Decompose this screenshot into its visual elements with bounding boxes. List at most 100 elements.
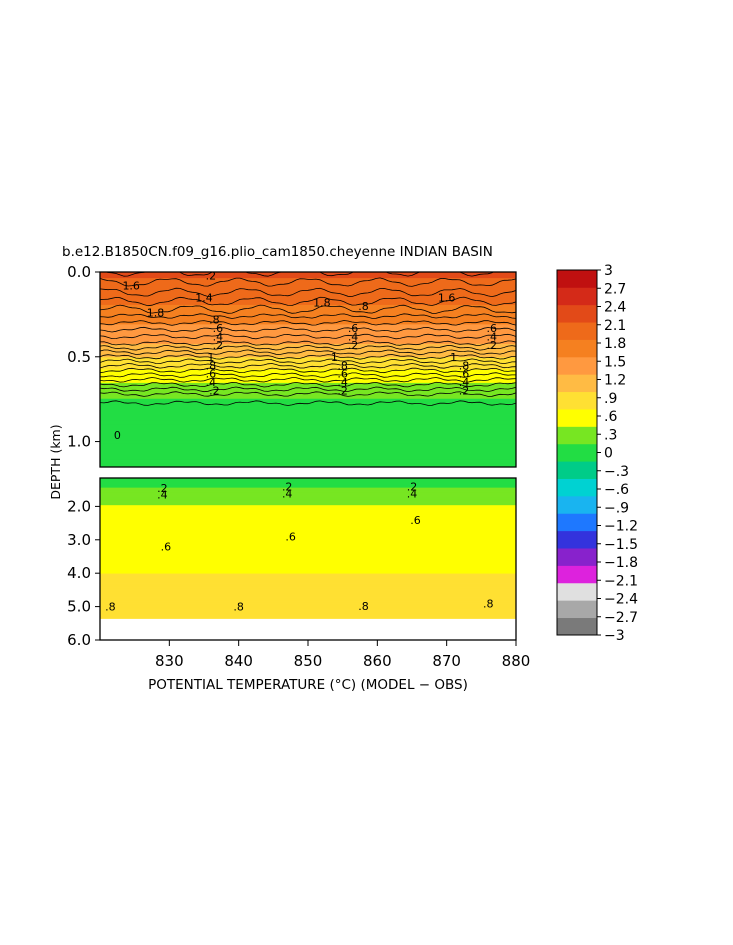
contour-label: .4 [213, 330, 224, 343]
field-band [100, 272, 516, 274]
field-band [100, 376, 516, 379]
field-band [100, 330, 516, 333]
field-band [100, 553, 516, 555]
field-band [100, 306, 516, 308]
axes: 0.0 0.5 1.0 2.0 3.0 4.0 5.0 6.0 830 840 850 860 870 8… [67, 263, 530, 670]
field-band [100, 346, 516, 349]
contour-line [100, 349, 516, 356]
field-band [100, 395, 516, 397]
contour-label: .4 [459, 376, 470, 389]
field-band [100, 350, 516, 352]
field-band [100, 605, 516, 607]
contour-label: .8 [358, 300, 369, 313]
x-tick-label: 840 [224, 652, 253, 670]
field-band [100, 410, 516, 413]
contour-label: .2 [209, 385, 220, 398]
field-band [100, 446, 516, 449]
field-band [100, 597, 516, 599]
field-band [100, 593, 516, 596]
field-band [100, 396, 516, 399]
colorbar-bin [557, 548, 597, 566]
contour-label: .2 [407, 480, 418, 493]
contour-label: .2 [206, 269, 217, 282]
field-band [100, 423, 516, 425]
field-band [100, 591, 516, 594]
field-band [100, 357, 516, 360]
field-band [100, 457, 516, 460]
field-band [100, 563, 516, 565]
field-band [100, 601, 516, 604]
colorbar-bin [557, 617, 597, 636]
colorbar-tick-label: 2.4 [604, 300, 626, 316]
field-band [100, 542, 516, 544]
field-band [100, 559, 516, 562]
field-band [100, 528, 516, 531]
field-band [100, 413, 516, 416]
field-band [100, 460, 516, 463]
field-band [100, 530, 516, 533]
field-band [100, 572, 516, 575]
field-band [100, 279, 516, 282]
contour-line [100, 277, 516, 287]
upper-panel-contours [100, 272, 516, 406]
field-band [100, 562, 516, 564]
field-band [100, 397, 516, 400]
field-band [100, 575, 516, 577]
field-band [100, 353, 516, 356]
field-band [100, 584, 516, 586]
field-band [100, 441, 516, 444]
field-band [100, 424, 516, 427]
field-band [100, 312, 516, 315]
field-band [100, 604, 516, 606]
field-band [100, 585, 516, 588]
field-band [100, 556, 516, 559]
field-band [100, 539, 516, 541]
field-band [100, 332, 516, 335]
field-band [100, 484, 516, 486]
field-band [100, 510, 516, 512]
field-band [100, 488, 516, 490]
field-band [100, 318, 516, 321]
contour-line [100, 358, 516, 365]
field-band [100, 421, 516, 424]
field-band [100, 281, 516, 284]
colorbar-bin [557, 304, 597, 323]
contour-label: 1 [207, 351, 214, 364]
colorbar-bin [557, 565, 597, 584]
contour-label: .6 [486, 322, 497, 335]
colorbar-bin [557, 287, 597, 306]
field-band [100, 606, 516, 609]
contour-label: 1.6 [122, 280, 140, 293]
contour-label: .8 [209, 313, 220, 326]
contour-line [100, 363, 516, 369]
field-band [100, 436, 516, 439]
field-band [100, 451, 516, 453]
field-band [100, 324, 516, 327]
colorbar-bin [557, 339, 597, 358]
colorbar-bin [557, 374, 597, 393]
field-band [100, 302, 516, 305]
colorbar-tick-label: 3 [604, 263, 613, 279]
field-band [100, 549, 516, 551]
field-band [100, 509, 516, 512]
contour-label: .6 [410, 514, 421, 527]
contour-label: .4 [348, 330, 359, 343]
field-band [100, 555, 516, 557]
field-band [100, 314, 516, 317]
field-band [100, 403, 516, 406]
field-band [100, 519, 516, 521]
field-band [100, 556, 516, 558]
colorbar-bin [557, 461, 597, 479]
colorbar-tick-label: −.9 [604, 500, 629, 516]
field-band [100, 529, 516, 532]
field-band [100, 515, 516, 518]
colorbar-tick-label: 1.8 [604, 336, 626, 352]
field-band [100, 578, 516, 581]
field-band [100, 608, 516, 611]
field-band [100, 296, 516, 299]
field-band [100, 542, 516, 545]
contour-line [100, 326, 516, 333]
colorbar-tick-label: .9 [604, 391, 617, 407]
colorbar-tick-label: −1.8 [604, 555, 638, 571]
field-band [100, 558, 516, 561]
